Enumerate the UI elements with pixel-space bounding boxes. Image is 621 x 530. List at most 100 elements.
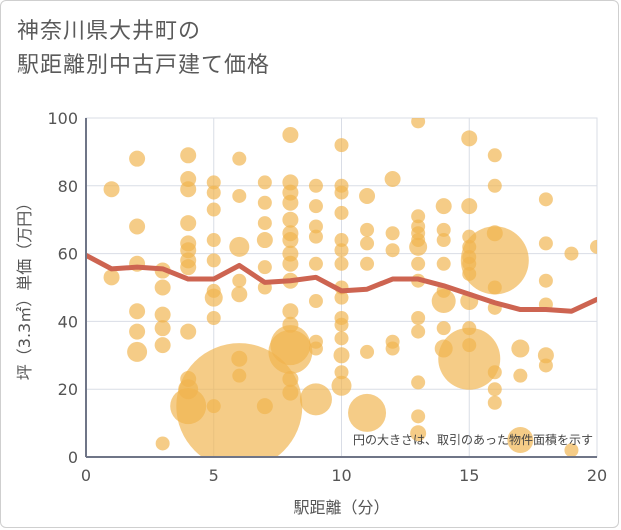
- bubble-point: [206, 233, 221, 248]
- bubble-point: [154, 306, 171, 323]
- bubble-point: [180, 259, 197, 276]
- trend-line-group: [86, 252, 597, 314]
- axes: [85, 118, 597, 458]
- bubble-point: [334, 256, 349, 271]
- bubble-point: [331, 375, 352, 396]
- bubble-point: [282, 211, 299, 228]
- bubble-point: [487, 395, 502, 410]
- bubble-point: [206, 311, 221, 326]
- bubble-point: [103, 181, 120, 198]
- bubble-point: [564, 246, 579, 261]
- tick-labels: 0 5 10 15 20 0 20 40 60 80 100: [47, 109, 607, 485]
- bubble-point: [206, 175, 221, 190]
- bubble-point: [308, 294, 323, 309]
- x-tick-label: 20: [587, 466, 607, 485]
- bubble-point: [411, 409, 426, 424]
- bubble-point: [513, 368, 528, 383]
- bubble-point: [410, 425, 427, 442]
- bubble-point: [155, 436, 170, 451]
- bubble-point: [129, 218, 146, 235]
- x-axis-title: 駅距離（分）: [293, 498, 389, 517]
- bubble-point: [334, 243, 349, 258]
- y-tick-label: 40: [58, 312, 78, 331]
- bubble-point: [308, 229, 323, 244]
- bubble-point: [154, 279, 171, 296]
- bubble-point: [435, 198, 452, 215]
- bubble-point: [360, 222, 375, 237]
- y-tick-label: 60: [58, 245, 78, 264]
- bubble-point: [436, 321, 451, 336]
- y-tick-label: 20: [58, 380, 78, 399]
- bubble-series: [103, 118, 597, 457]
- chart-title: 神奈川県大井町の 駅距離別中古戸建て価格: [17, 15, 270, 83]
- bubble-point: [411, 209, 426, 224]
- bubble-point: [487, 148, 502, 163]
- bubble-point: [460, 226, 529, 295]
- chart-title-line-2: 駅距離別中古戸建て価格: [17, 53, 271, 78]
- bubble-point: [180, 323, 197, 340]
- bubble-point: [538, 192, 553, 207]
- bubble-point: [564, 443, 579, 457]
- bubble-point: [334, 205, 349, 220]
- bubble-point: [232, 151, 247, 166]
- x-tick-label: 5: [209, 466, 219, 485]
- bubble-point: [334, 233, 349, 248]
- bubble-point: [257, 216, 272, 231]
- bubble-point: [282, 126, 299, 143]
- bubble-point: [487, 178, 502, 193]
- bubble-point: [206, 202, 221, 217]
- x-tick-label: 0: [81, 466, 91, 485]
- bubble-point: [334, 185, 349, 200]
- bubble-point: [359, 187, 376, 204]
- bubble-point: [232, 188, 247, 203]
- bubble-point: [176, 343, 303, 457]
- bubble-point: [385, 341, 400, 356]
- bubble-point: [334, 331, 349, 346]
- bubble-point: [411, 256, 426, 271]
- bubble-point: [538, 358, 553, 373]
- bubble-point: [127, 341, 148, 362]
- bubble-point: [487, 382, 502, 397]
- bubble-point: [411, 324, 426, 339]
- bubble-point: [487, 365, 502, 380]
- bubble-point: [411, 311, 426, 326]
- bubble-point: [384, 171, 401, 188]
- bubble-point: [204, 288, 223, 307]
- bubble-point: [206, 253, 221, 268]
- bubble-point: [333, 347, 350, 364]
- x-tick-label: 15: [459, 466, 479, 485]
- bubble-point: [282, 371, 299, 388]
- bubble-point: [538, 273, 553, 288]
- bubble-point: [229, 236, 250, 257]
- bubble-point: [256, 398, 273, 415]
- bubble-point: [103, 269, 120, 286]
- bubble-point: [537, 347, 554, 364]
- y-tick-label: 80: [58, 177, 78, 196]
- bubble-point: [436, 256, 451, 271]
- bubble-point: [257, 195, 272, 210]
- bubble-point: [436, 233, 451, 248]
- bubble-point: [411, 118, 426, 129]
- y-tick-label: 100: [47, 109, 78, 128]
- bubble-point: [180, 181, 197, 198]
- bubble-point: [385, 243, 400, 258]
- bubble-point: [348, 393, 387, 432]
- bubble-point: [511, 339, 530, 358]
- bubble-point: [487, 280, 502, 295]
- bubble-point: [282, 232, 299, 249]
- bubble-point: [180, 147, 197, 164]
- bubble-point: [308, 256, 323, 271]
- y-tick-label: 0: [68, 448, 78, 467]
- bubble-point: [438, 327, 501, 390]
- bubble-point: [538, 236, 553, 251]
- bubble-point: [232, 273, 247, 288]
- average-price-line: [86, 252, 597, 314]
- bubble-point: [129, 323, 146, 340]
- bubble-point: [154, 337, 171, 354]
- bubble-point: [334, 138, 349, 153]
- bubble-point: [180, 215, 197, 232]
- bubble-point: [308, 341, 323, 356]
- bubble-point: [308, 199, 323, 214]
- bubble-point: [507, 427, 534, 454]
